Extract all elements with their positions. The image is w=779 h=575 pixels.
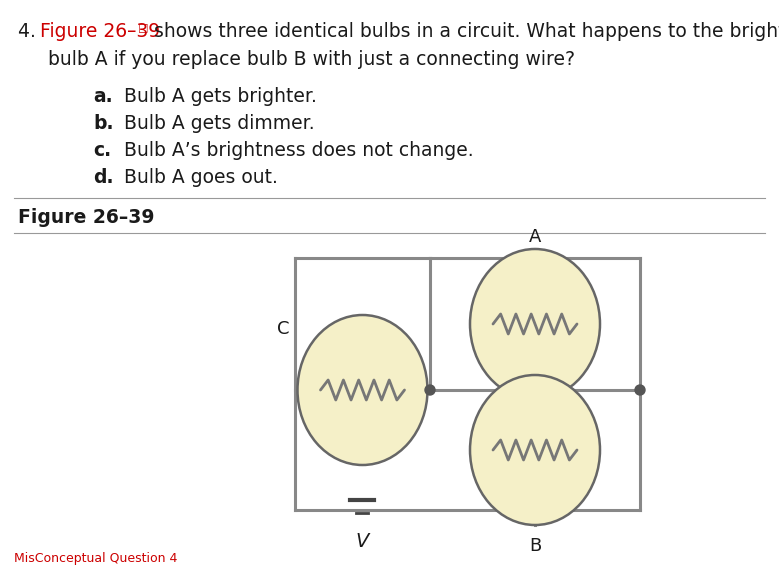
Text: Bulb A goes out.: Bulb A goes out.: [118, 168, 278, 187]
Text: b.: b.: [93, 114, 114, 133]
Circle shape: [635, 385, 645, 395]
Text: A: A: [529, 228, 541, 246]
Text: Bulb A’s brightness does not change.: Bulb A’s brightness does not change.: [118, 141, 474, 160]
Ellipse shape: [470, 249, 600, 399]
Text: Figure 26–39: Figure 26–39: [18, 208, 154, 227]
Text: bulb A if you replace bulb B with just a connecting wire?: bulb A if you replace bulb B with just a…: [48, 50, 575, 69]
Text: C: C: [277, 320, 290, 338]
Text: Figure 26–39: Figure 26–39: [40, 22, 160, 41]
Text: V: V: [356, 532, 369, 551]
Circle shape: [425, 385, 435, 395]
Text: B: B: [529, 537, 541, 555]
Text: c.: c.: [93, 141, 111, 160]
Text: shows three identical bulbs in a circuit. What happens to the brightness of: shows three identical bulbs in a circuit…: [148, 22, 779, 41]
Text: MisConceptual Question 4: MisConceptual Question 4: [14, 552, 178, 565]
Text: a.: a.: [93, 87, 113, 106]
Text: d.: d.: [93, 168, 114, 187]
Text: □: □: [138, 22, 149, 32]
Text: Bulb A gets brighter.: Bulb A gets brighter.: [118, 87, 317, 106]
Ellipse shape: [470, 375, 600, 525]
Text: Bulb A gets dimmer.: Bulb A gets dimmer.: [118, 114, 315, 133]
Ellipse shape: [298, 315, 428, 465]
Text: 4.: 4.: [18, 22, 42, 41]
